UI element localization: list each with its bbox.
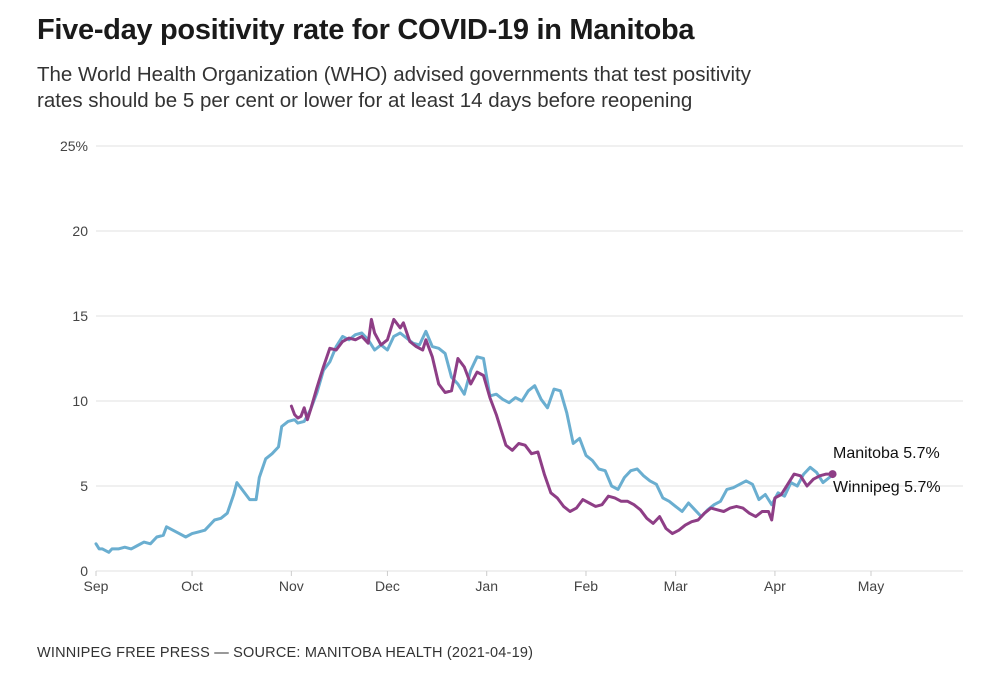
series-label-manitoba: Manitoba 5.7% <box>833 445 940 462</box>
chart-title: Five-day positivity rate for COVID-19 in… <box>37 14 695 46</box>
series-line-manitoba <box>94 329 835 554</box>
subtitle-line-1: The World Health Organization (WHO) advi… <box>37 63 751 86</box>
series-end-point-winnipeg <box>828 470 837 479</box>
x-axis-ticks: Sep Oct Nov Dec Jan Feb Mar Apr May <box>84 571 884 594</box>
y-tick-label: 25% <box>60 138 88 154</box>
x-tick-label: May <box>858 578 884 594</box>
x-tick-label: Feb <box>574 578 598 594</box>
x-tick-label: Dec <box>375 578 400 594</box>
series-line-winnipeg <box>289 317 835 536</box>
x-tick-label: Nov <box>279 578 304 594</box>
y-tick-label: 20 <box>72 223 88 239</box>
source-credit: WINNIPEG FREE PRESS — SOURCE: MANITOBA H… <box>37 645 534 661</box>
x-tick-label: Jan <box>475 578 498 594</box>
gridlines <box>96 145 963 572</box>
x-tick-label: Oct <box>181 578 203 594</box>
y-tick-label: 5 <box>80 478 88 494</box>
chart-subtitle: The World Health Organization (WHO) advi… <box>37 62 897 114</box>
y-tick-label: 15 <box>72 308 88 324</box>
x-tick-label: Apr <box>764 578 786 594</box>
x-tick-label: Mar <box>664 578 688 594</box>
series-lines <box>94 317 837 554</box>
y-tick-label: 0 <box>80 563 88 579</box>
y-tick-label: 10 <box>72 393 88 409</box>
series-label-winnipeg: Winnipeg 5.7% <box>833 479 941 496</box>
subtitle-line-2: rates should be 5 per cent or lower for … <box>37 89 693 112</box>
y-axis-ticks: 0 5 10 15 20 25% <box>60 138 88 579</box>
series-end-labels: Manitoba 5.7% Winnipeg 5.7% <box>833 445 941 496</box>
x-tick-label: Sep <box>84 578 109 594</box>
